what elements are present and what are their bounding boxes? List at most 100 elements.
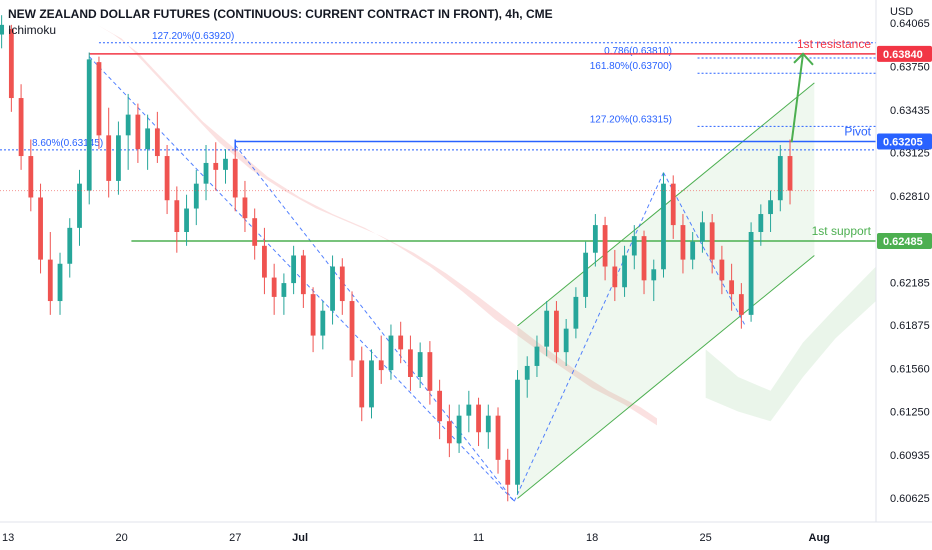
channel-upper-line bbox=[517, 82, 815, 327]
price-badge-label-0: 0.63840 bbox=[883, 49, 923, 61]
candle-body-72 bbox=[700, 222, 705, 242]
candle-body-63 bbox=[612, 266, 618, 288]
price-badge-2 bbox=[877, 232, 932, 249]
candle-body-36 bbox=[349, 301, 355, 361]
fib-swing-line-0 bbox=[88, 56, 515, 502]
candle-body-75 bbox=[729, 280, 735, 295]
level-annotation-0: 1st resistance bbox=[797, 37, 871, 51]
chart-title: NEW ZEALAND DOLLAR FUTURES (CONTINUOUS: … bbox=[8, 7, 553, 21]
channel-fill bbox=[517, 82, 815, 499]
price-tick-2: 0.63435 bbox=[890, 105, 930, 117]
candle-body-8 bbox=[77, 183, 82, 228]
candle-body-44 bbox=[427, 352, 433, 391]
candle-body-41 bbox=[398, 335, 404, 350]
candle-body-12 bbox=[116, 135, 121, 181]
candle-body-29 bbox=[281, 283, 287, 297]
channel-lower-line bbox=[517, 255, 815, 499]
candle-body-34 bbox=[330, 266, 335, 311]
price-tick-1: 0.63750 bbox=[890, 61, 930, 73]
price-tick-0: 0.64065 bbox=[890, 18, 930, 30]
time-tick-1: 20 bbox=[116, 532, 128, 544]
fib-swing-line-3 bbox=[663, 172, 746, 325]
candle-body-62 bbox=[602, 225, 608, 267]
candle-body-79 bbox=[768, 200, 773, 215]
candle-body-61 bbox=[592, 225, 598, 253]
candle-body-50 bbox=[485, 415, 491, 433]
price-badge-label-2: 0.62485 bbox=[883, 236, 923, 248]
candle-body-18 bbox=[174, 200, 180, 232]
indicator-label[interactable]: Ichimoku bbox=[8, 23, 57, 37]
candle-body-26 bbox=[252, 218, 258, 246]
price-tick-6: 0.61875 bbox=[890, 320, 930, 332]
price-badge-1 bbox=[877, 133, 932, 150]
candle-body-35 bbox=[339, 266, 345, 302]
candle-body-13 bbox=[125, 114, 131, 136]
candle-body-56 bbox=[544, 310, 550, 347]
candle-body-48 bbox=[466, 404, 472, 416]
candle-body-1 bbox=[8, 29, 14, 99]
candle-body-20 bbox=[193, 183, 199, 209]
candle-body-65 bbox=[631, 236, 637, 256]
candle-body-64 bbox=[622, 255, 627, 288]
candle-body-76 bbox=[738, 294, 744, 315]
candle-body-67 bbox=[651, 269, 657, 281]
time-tick-6: 25 bbox=[700, 532, 712, 544]
candle-body-24 bbox=[232, 158, 238, 198]
candle-body-80 bbox=[777, 156, 783, 201]
candle-body-27 bbox=[262, 245, 267, 278]
candle-body-60 bbox=[583, 252, 589, 297]
candle-body-6 bbox=[57, 263, 63, 302]
candle-body-14 bbox=[135, 114, 141, 150]
candle-body-70 bbox=[680, 225, 686, 260]
candle-body-42 bbox=[408, 349, 413, 377]
candle-body-11 bbox=[106, 135, 112, 181]
candle-body-78 bbox=[758, 214, 764, 232]
projection-arrow-line bbox=[790, 53, 804, 143]
candle-body-10 bbox=[96, 62, 102, 136]
candle-body-32 bbox=[310, 294, 316, 336]
fib-level-label-3: 127.20%(0.63315) bbox=[590, 114, 672, 125]
projection-arrow-head bbox=[793, 52, 814, 66]
price-tick-7: 0.61560 bbox=[890, 364, 930, 376]
candle-body-3 bbox=[28, 156, 34, 198]
fib-level-label-0: 127.20%(0.63920) bbox=[152, 31, 234, 42]
candle-body-7 bbox=[67, 227, 73, 264]
ichimoku-cloud-bullish bbox=[705, 266, 876, 422]
candle-body-47 bbox=[456, 415, 462, 444]
time-tick-0: 13 bbox=[2, 532, 14, 544]
fib-swing-line-1 bbox=[234, 144, 515, 502]
price-badge-0 bbox=[877, 45, 932, 62]
candle-body-21 bbox=[203, 162, 209, 184]
candle-body-53 bbox=[515, 379, 520, 485]
fib-level-label-2: 161.80%(0.63700) bbox=[590, 61, 672, 72]
candle-body-77 bbox=[748, 232, 754, 315]
candle-body-22 bbox=[213, 162, 219, 170]
price-badge-label-1: 0.63205 bbox=[883, 137, 923, 149]
candle-body-19 bbox=[184, 208, 189, 232]
candle-body-81 bbox=[787, 156, 793, 191]
candle-body-46 bbox=[446, 421, 452, 444]
candle-body-39 bbox=[378, 360, 384, 371]
candle-body-58 bbox=[563, 328, 569, 353]
candle-body-5 bbox=[47, 259, 53, 302]
candle-body-68 bbox=[661, 183, 666, 270]
candle-body-37 bbox=[359, 360, 365, 408]
candle-body-66 bbox=[641, 236, 647, 281]
candle-body-16 bbox=[154, 128, 160, 157]
time-tick-2: 27 bbox=[229, 532, 241, 544]
candles-group bbox=[0, 15, 793, 502]
candle-body-0 bbox=[0, 24, 5, 35]
time-tick-4: 11 bbox=[473, 532, 484, 544]
level-annotation-1: Pivot bbox=[844, 125, 871, 139]
price-tick-8: 0.61250 bbox=[890, 407, 930, 419]
price-tick-9: 0.60935 bbox=[890, 450, 930, 462]
fib-level-label-4: 8.60%(0.63145) bbox=[32, 138, 103, 149]
candle-body-69 bbox=[670, 183, 676, 226]
candle-body-4 bbox=[38, 197, 43, 260]
level-annotation-2: 1st support bbox=[812, 224, 872, 238]
price-tick-4: 0.62810 bbox=[890, 191, 930, 203]
candle-body-2 bbox=[18, 98, 24, 157]
candle-body-54 bbox=[524, 365, 530, 380]
